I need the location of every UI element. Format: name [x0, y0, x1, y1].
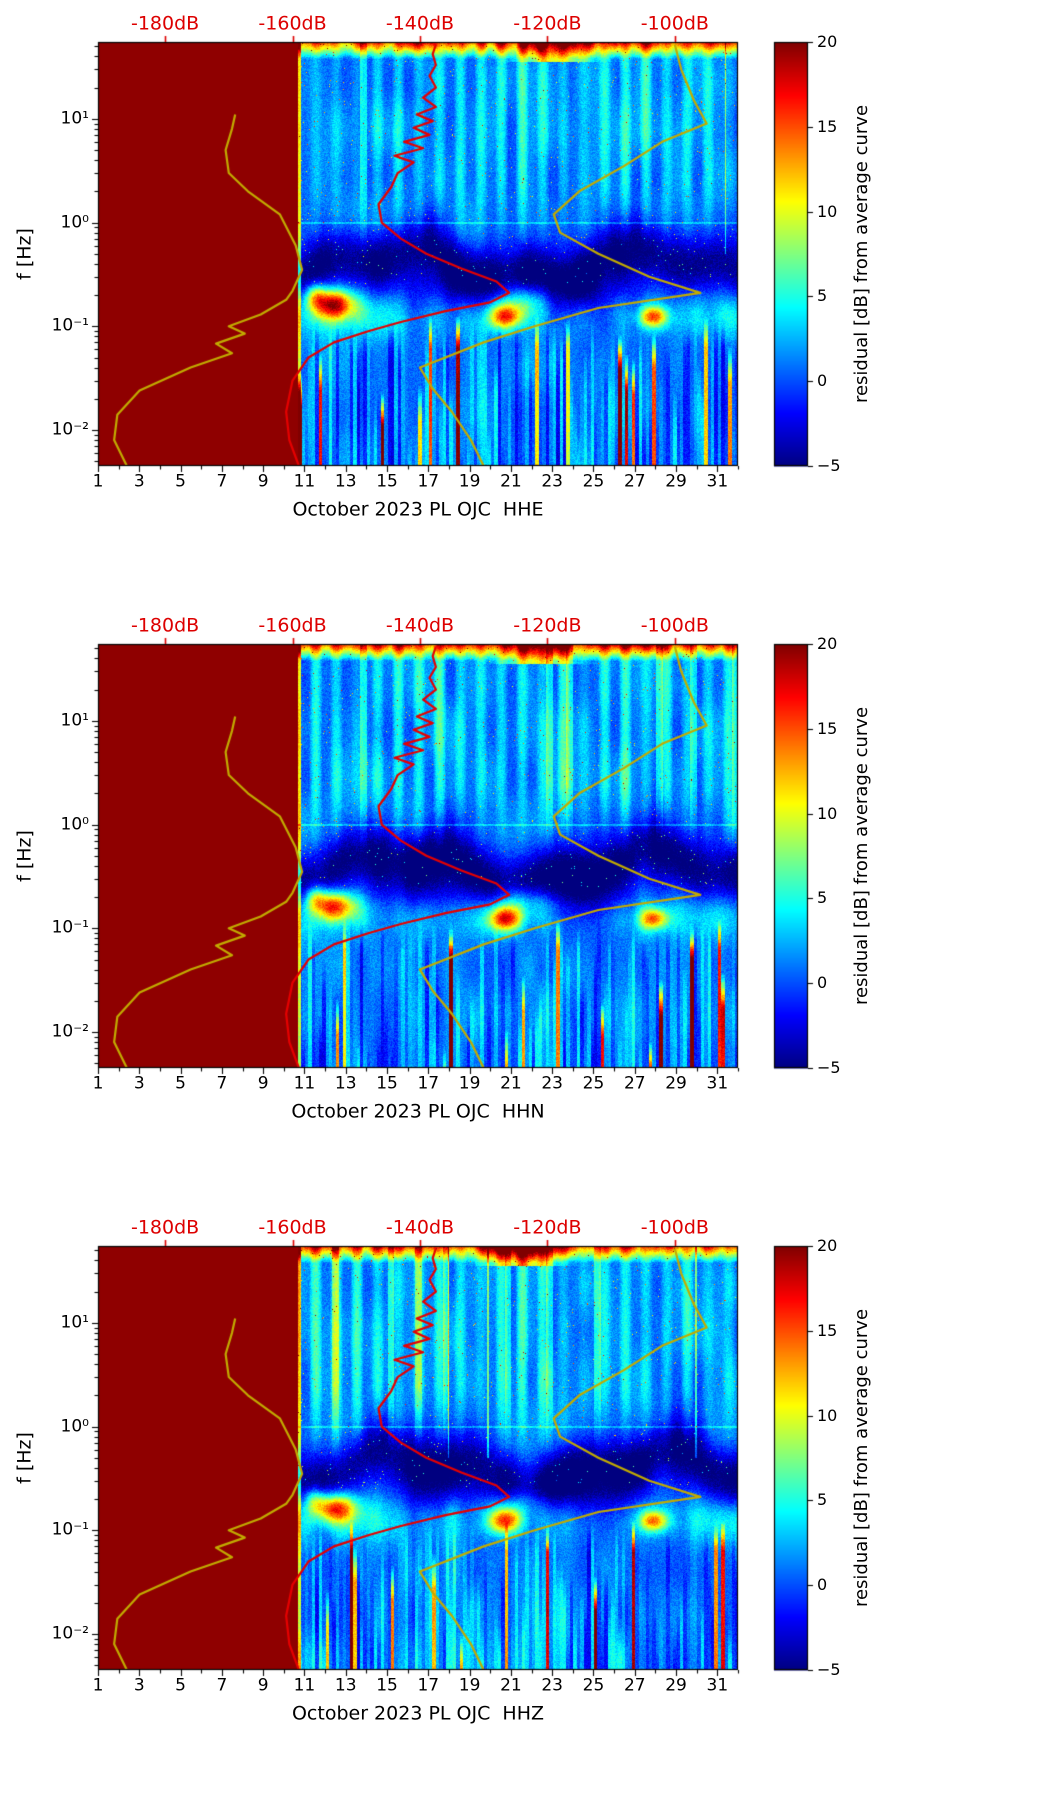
- spectrogram-figure: -180dB -160dB -140dB -120dB -100dB 1 3 5 7 9 11 13 1…: [0, 0, 1052, 1806]
- spectrogram-canvas: [0, 0, 1052, 1806]
